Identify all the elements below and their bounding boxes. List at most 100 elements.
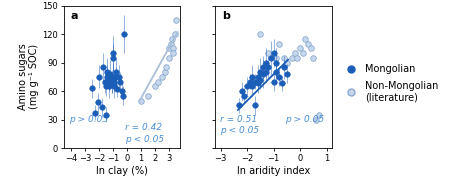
Point <box>293 56 301 59</box>
Point <box>109 75 117 78</box>
Legend: Mongolian, Non-Mongolian
(literature): Mongolian, Non-Mongolian (literature) <box>341 64 438 102</box>
Point <box>251 104 259 107</box>
Point <box>249 85 256 88</box>
Point <box>163 66 170 69</box>
X-axis label: ln aridity index: ln aridity index <box>237 166 310 176</box>
Point <box>118 90 125 92</box>
Point <box>102 85 110 88</box>
Point <box>256 78 264 81</box>
Text: p < 0.05: p < 0.05 <box>220 126 259 135</box>
Point <box>254 75 262 78</box>
Point <box>168 37 176 40</box>
Point <box>288 56 296 59</box>
Point <box>256 70 264 73</box>
Point <box>116 80 124 83</box>
Point <box>273 56 280 59</box>
X-axis label: ln clay (%): ln clay (%) <box>96 166 148 176</box>
Point <box>94 101 101 104</box>
Point <box>102 113 110 116</box>
Point <box>270 80 277 83</box>
Point <box>107 78 114 81</box>
Point <box>104 70 111 73</box>
Point <box>267 56 275 59</box>
Point <box>264 66 272 69</box>
Point <box>236 104 243 107</box>
Point <box>112 75 120 78</box>
Point <box>100 66 107 69</box>
Point <box>262 70 269 73</box>
Point <box>315 113 322 116</box>
Point <box>165 47 173 50</box>
Y-axis label: Amino sugars
(mg g⁻¹ SOC): Amino sugars (mg g⁻¹ SOC) <box>18 43 39 110</box>
Point <box>88 87 96 90</box>
Point <box>307 47 314 50</box>
Point <box>241 94 248 97</box>
Point <box>91 111 99 114</box>
Point <box>98 106 106 109</box>
Text: p < 0.05: p < 0.05 <box>125 135 164 144</box>
Text: a: a <box>71 11 79 21</box>
Point <box>246 80 254 83</box>
Point <box>109 56 117 59</box>
Point <box>301 37 309 40</box>
Point <box>105 80 113 83</box>
Point <box>108 82 116 85</box>
Point <box>107 73 114 75</box>
Point <box>281 66 288 69</box>
Point <box>108 80 116 83</box>
Point <box>173 18 180 21</box>
Point <box>273 61 280 64</box>
Point <box>259 73 267 75</box>
Point <box>273 70 280 73</box>
Point <box>275 42 283 45</box>
Point <box>299 52 307 55</box>
Point <box>283 73 291 75</box>
Point <box>262 61 269 64</box>
Point <box>154 80 162 83</box>
Point <box>104 75 111 78</box>
Text: r = 0.42: r = 0.42 <box>125 123 162 132</box>
Point <box>119 94 127 97</box>
Text: p > 0.05: p > 0.05 <box>69 115 108 124</box>
Point <box>254 82 262 85</box>
Point <box>310 56 317 59</box>
Point <box>278 82 285 85</box>
Point <box>291 52 299 55</box>
Point <box>111 85 118 88</box>
Point <box>145 94 152 97</box>
Point <box>113 88 121 91</box>
Point <box>151 85 159 88</box>
Point <box>281 56 288 59</box>
Point <box>115 75 122 78</box>
Point <box>251 80 259 83</box>
Point <box>270 52 277 55</box>
Point <box>112 70 120 73</box>
Point <box>109 52 117 55</box>
Point <box>296 47 304 50</box>
Point <box>95 75 103 78</box>
Point <box>111 80 118 83</box>
Point <box>249 75 256 78</box>
Point <box>167 42 174 45</box>
Point <box>101 80 109 83</box>
Point <box>259 66 267 69</box>
Point <box>137 99 145 102</box>
Point <box>275 75 283 78</box>
Point <box>312 118 320 121</box>
Point <box>158 75 166 78</box>
Point <box>171 33 179 36</box>
Point <box>105 85 113 88</box>
Point <box>256 33 264 36</box>
Point <box>170 47 177 50</box>
Text: r = 0.51: r = 0.51 <box>220 115 257 124</box>
Point <box>165 56 173 59</box>
Point <box>264 52 272 55</box>
Point <box>304 42 312 45</box>
Point <box>243 85 251 88</box>
Point <box>120 33 128 36</box>
Point <box>161 70 169 73</box>
Point <box>170 52 177 55</box>
Point <box>283 61 291 64</box>
Text: p > 0.05: p > 0.05 <box>285 115 324 124</box>
Text: b: b <box>222 11 230 21</box>
